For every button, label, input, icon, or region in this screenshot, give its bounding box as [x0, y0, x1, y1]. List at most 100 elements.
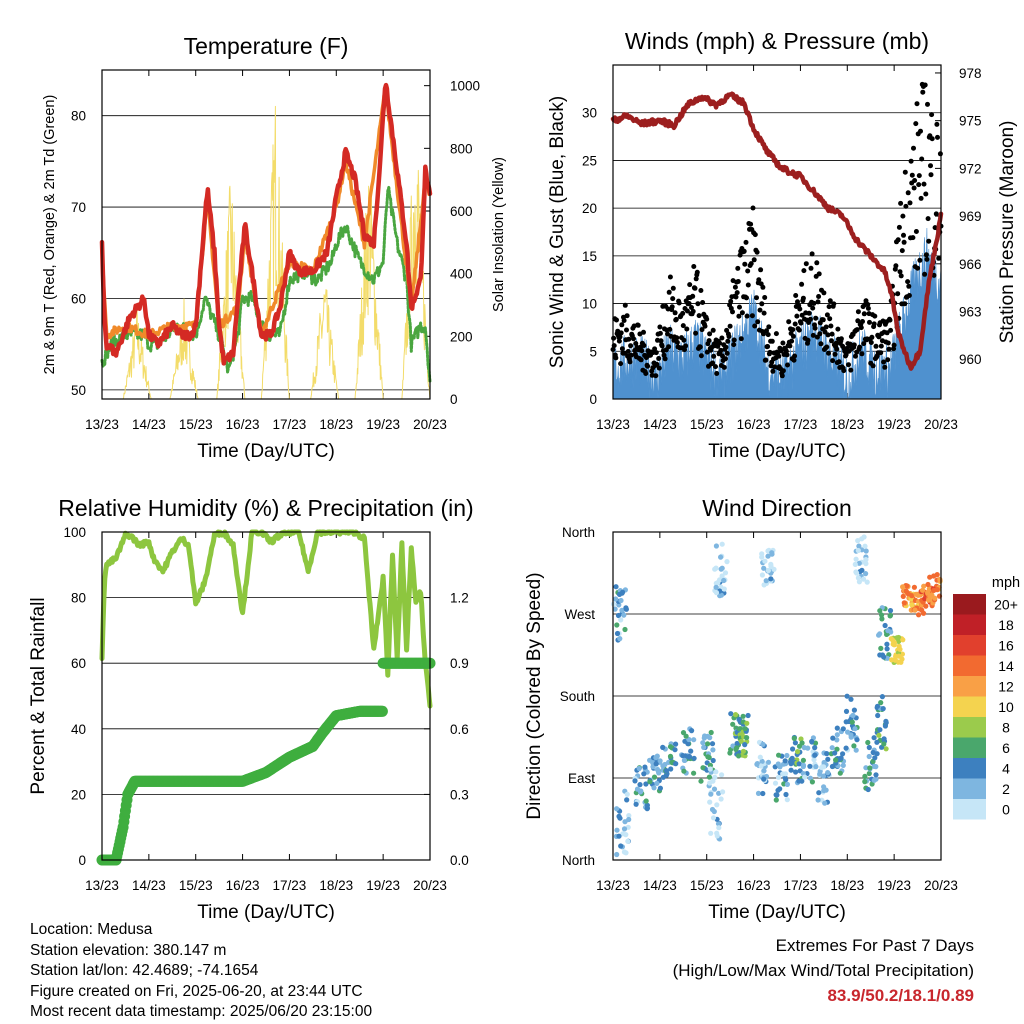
x-tick-label: 13/23: [596, 878, 630, 893]
direction-point: [834, 746, 840, 752]
gust-point: [876, 334, 882, 340]
gust-point: [719, 335, 725, 341]
legend-swatch: [953, 594, 986, 615]
gust-point: [913, 229, 919, 234]
direction-point: [713, 543, 720, 549]
direction-point: [923, 603, 929, 609]
gust-point: [727, 323, 733, 329]
gust-point: [916, 173, 922, 179]
gust-point: [743, 239, 749, 245]
station-location: Location: Medusa: [30, 921, 153, 938]
direction-point: [865, 739, 871, 746]
direction-point: [800, 762, 807, 769]
direction-point: [862, 543, 868, 549]
gust-point: [794, 313, 800, 319]
x-tick-label: 15/23: [179, 417, 213, 432]
gust-point: [773, 331, 779, 337]
gust-point: [920, 89, 926, 95]
gust-point: [887, 317, 893, 323]
gust-point: [853, 353, 858, 359]
gust-point: [884, 330, 890, 336]
direction-point: [657, 758, 663, 764]
direction-point: [736, 753, 742, 759]
temp-2m-line: [99, 82, 433, 366]
gust-point: [854, 327, 860, 333]
x-tick-label: 18/23: [319, 878, 353, 893]
gust-point: [813, 315, 819, 321]
direction-point: [614, 622, 620, 628]
direction-point: [834, 732, 840, 738]
direction-point: [840, 751, 846, 757]
direction-point: [900, 584, 906, 590]
gust-point: [745, 268, 751, 274]
direction-point: [718, 566, 724, 572]
legend-label: 12: [998, 678, 1014, 694]
gust-point: [896, 224, 902, 230]
direction-point: [612, 606, 618, 612]
direction-point: [877, 631, 883, 637]
gust-point: [799, 281, 805, 287]
x-tick-label: 16/23: [737, 417, 771, 432]
gust-point: [659, 343, 665, 349]
direction-point: [713, 590, 720, 596]
plot-frame: [612, 531, 942, 861]
legend-label: 0: [1002, 801, 1010, 817]
wind-area: [612, 227, 942, 400]
direction-point: [916, 612, 922, 618]
gust-point: [928, 172, 934, 178]
gust-point: [757, 307, 763, 313]
x-tick-label: 15/23: [690, 878, 724, 893]
legend-swatch: [953, 635, 986, 656]
direction-point: [714, 830, 720, 836]
direction-point: [713, 580, 719, 586]
gust-point: [766, 324, 772, 330]
direction-point: [719, 541, 725, 547]
gust-point: [861, 341, 867, 347]
direction-point: [783, 791, 789, 798]
direction-point: [733, 746, 739, 753]
gust-point: [861, 311, 867, 317]
gust-point: [785, 362, 790, 368]
direction-point: [613, 584, 619, 590]
gust-point: [888, 327, 894, 333]
direction-point: [691, 737, 697, 743]
precip-point: [376, 705, 388, 717]
direction-point: [712, 566, 718, 572]
gust-point: [619, 322, 625, 328]
direction-point: [820, 773, 827, 779]
gust-point: [710, 360, 716, 366]
direction-point: [879, 694, 886, 700]
direction-point: [711, 786, 718, 792]
gust-point: [868, 340, 874, 345]
gust-point: [758, 267, 764, 273]
direction-point: [619, 607, 625, 614]
y2-tick-label: 0.3: [450, 787, 469, 802]
x-tick-label: 16/23: [226, 878, 260, 893]
direction-point: [621, 826, 628, 832]
gust-point: [871, 321, 877, 327]
x-tick-label: 17/23: [273, 878, 307, 893]
direction-point: [651, 785, 657, 791]
direction-point: [812, 752, 818, 758]
gust-point: [925, 216, 931, 222]
gust-point: [754, 249, 760, 255]
gust-point: [624, 313, 630, 319]
direction-point: [653, 755, 659, 761]
direction-point: [824, 751, 830, 757]
direction-point: [840, 726, 846, 732]
direction-point: [769, 551, 775, 557]
gust-point: [764, 328, 769, 334]
direction-point: [742, 726, 748, 732]
gust-point: [744, 313, 750, 319]
direction-point: [755, 790, 762, 797]
gust-point: [893, 263, 899, 269]
gust-point: [905, 279, 911, 285]
direction-point: [765, 553, 771, 559]
gust-point: [697, 344, 703, 350]
direction-point: [691, 770, 697, 776]
legend-swatch: [953, 655, 986, 676]
gust-point: [885, 340, 891, 346]
direction-point: [777, 764, 783, 770]
direction-point: [799, 778, 805, 784]
direction-point: [909, 602, 915, 608]
